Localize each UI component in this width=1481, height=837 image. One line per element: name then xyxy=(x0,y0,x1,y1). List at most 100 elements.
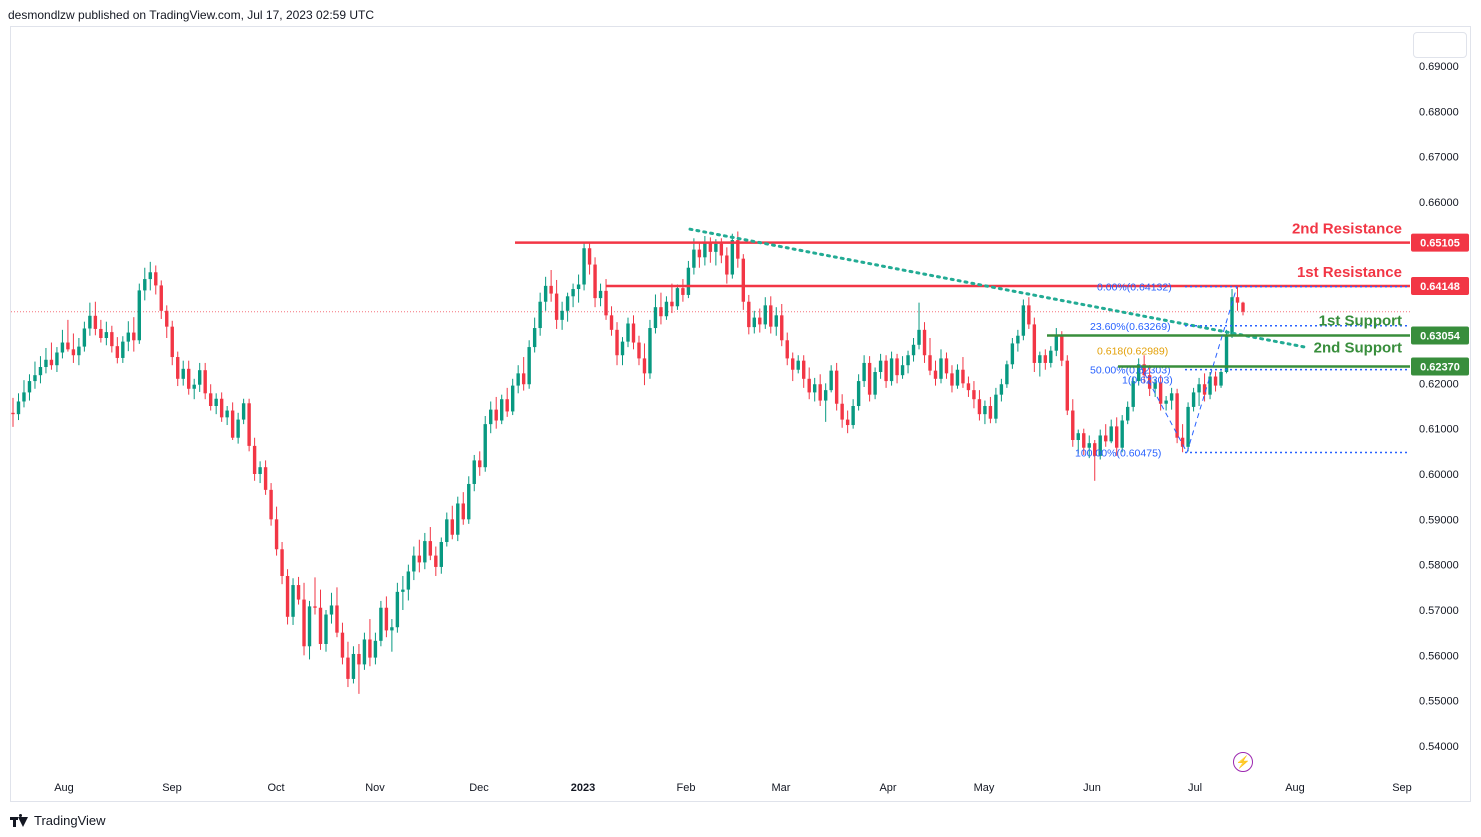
candle-body xyxy=(845,419,850,426)
candle-body xyxy=(972,390,976,400)
candle-body xyxy=(494,409,498,421)
candle-body xyxy=(670,301,674,307)
price-tag xyxy=(1411,276,1469,295)
candle-body xyxy=(16,401,21,415)
candle-body xyxy=(500,399,504,421)
candle-body xyxy=(631,323,636,343)
candle-body xyxy=(1065,360,1069,411)
candle-body xyxy=(906,355,910,366)
fib-label: 23.60%(0.63269) xyxy=(1090,321,1171,333)
candle-body xyxy=(966,383,971,391)
candle-body xyxy=(895,358,899,376)
candle-body xyxy=(170,326,174,358)
candle-body xyxy=(346,657,350,679)
y-tick-label: 0.69000 xyxy=(1419,61,1459,73)
candle-body xyxy=(406,571,411,590)
candle-body xyxy=(708,241,713,252)
x-tick-label: Nov xyxy=(365,782,385,794)
candle-body xyxy=(928,355,932,371)
candle-body xyxy=(22,392,26,402)
fib-trend-line xyxy=(1186,286,1238,453)
candle-body xyxy=(763,305,767,325)
candle-body xyxy=(472,460,476,484)
candle-body xyxy=(1115,426,1119,448)
candle-body xyxy=(1175,393,1179,438)
chart-settings-box[interactable] xyxy=(1413,32,1467,58)
candle-body xyxy=(889,358,894,382)
x-tick-label: Mar xyxy=(772,782,791,794)
x-tick-label: Jun xyxy=(1083,782,1101,794)
candle-body xyxy=(505,399,509,412)
candle-body xyxy=(1224,334,1229,372)
candle-body xyxy=(258,467,262,474)
candle-body xyxy=(467,483,471,520)
candle-body xyxy=(445,519,449,542)
candle-body xyxy=(977,399,982,415)
footer-brand: TradingView xyxy=(10,813,106,828)
candle-body xyxy=(510,385,515,412)
candle-body xyxy=(302,599,306,647)
support-name: 2nd Support xyxy=(1314,340,1402,357)
candle-body xyxy=(747,301,751,328)
candle-body xyxy=(1147,375,1152,389)
candle-body xyxy=(538,301,542,329)
candle-body xyxy=(197,370,202,385)
candle-body xyxy=(1093,443,1097,456)
candle-body xyxy=(280,549,284,576)
candle-body xyxy=(1164,400,1168,404)
candle-body xyxy=(219,398,224,418)
candle-body xyxy=(313,606,317,608)
candle-body xyxy=(82,328,87,347)
y-tick-label: 0.55000 xyxy=(1419,696,1459,708)
candle-body xyxy=(1235,297,1240,303)
candle-body xyxy=(148,272,152,280)
candle-body xyxy=(785,340,789,359)
candle-body xyxy=(1158,382,1163,404)
y-tick-label: 0.60000 xyxy=(1419,469,1459,481)
candle-body xyxy=(181,368,185,379)
y-tick-label: 0.62000 xyxy=(1419,378,1459,390)
candle-body xyxy=(296,585,301,600)
candle-body xyxy=(1043,355,1048,363)
x-tick-label: Apr xyxy=(879,782,896,794)
candle-body xyxy=(99,328,103,338)
candle-body xyxy=(1202,384,1207,395)
candle-body xyxy=(44,359,48,368)
candle-body xyxy=(834,370,839,404)
fib-label: 0.00%(0.64132) xyxy=(1097,282,1172,294)
candle-body xyxy=(236,419,240,438)
candle-body xyxy=(576,284,581,290)
candle-body xyxy=(291,585,295,617)
x-tick-label: Feb xyxy=(677,782,696,794)
candle-body xyxy=(274,519,279,550)
y-tick-label: 0.68000 xyxy=(1419,106,1459,118)
flash-icon[interactable]: ⚡ xyxy=(1233,752,1253,772)
candle-body xyxy=(648,328,652,374)
tradingview-logo-icon xyxy=(10,813,28,828)
candle-body xyxy=(736,240,740,259)
x-tick-label: 2023 xyxy=(571,782,595,794)
resistance-name: 2nd Resistance xyxy=(1292,221,1402,238)
candle-body xyxy=(1131,381,1135,407)
candle-body xyxy=(549,285,553,294)
candle-body xyxy=(483,424,487,468)
y-tick-label: 0.57000 xyxy=(1419,605,1459,617)
candle-body xyxy=(379,607,383,641)
candle-body xyxy=(329,605,334,615)
candle-body xyxy=(373,640,378,658)
y-tick-label: 0.58000 xyxy=(1419,560,1459,572)
candle-body xyxy=(637,342,641,359)
candle-body xyxy=(615,329,619,356)
candle-body xyxy=(516,373,520,386)
candle-body xyxy=(176,357,180,379)
candle-body xyxy=(823,390,828,401)
candle-body xyxy=(988,406,993,419)
candle-body xyxy=(390,627,394,631)
candle-body xyxy=(456,503,460,535)
candle-body xyxy=(1071,410,1075,440)
publish-attribution: desmondlzw published on TradingView.com,… xyxy=(8,8,374,22)
candle-body xyxy=(560,310,564,320)
candle-body xyxy=(812,384,817,393)
trendline xyxy=(688,227,1307,349)
